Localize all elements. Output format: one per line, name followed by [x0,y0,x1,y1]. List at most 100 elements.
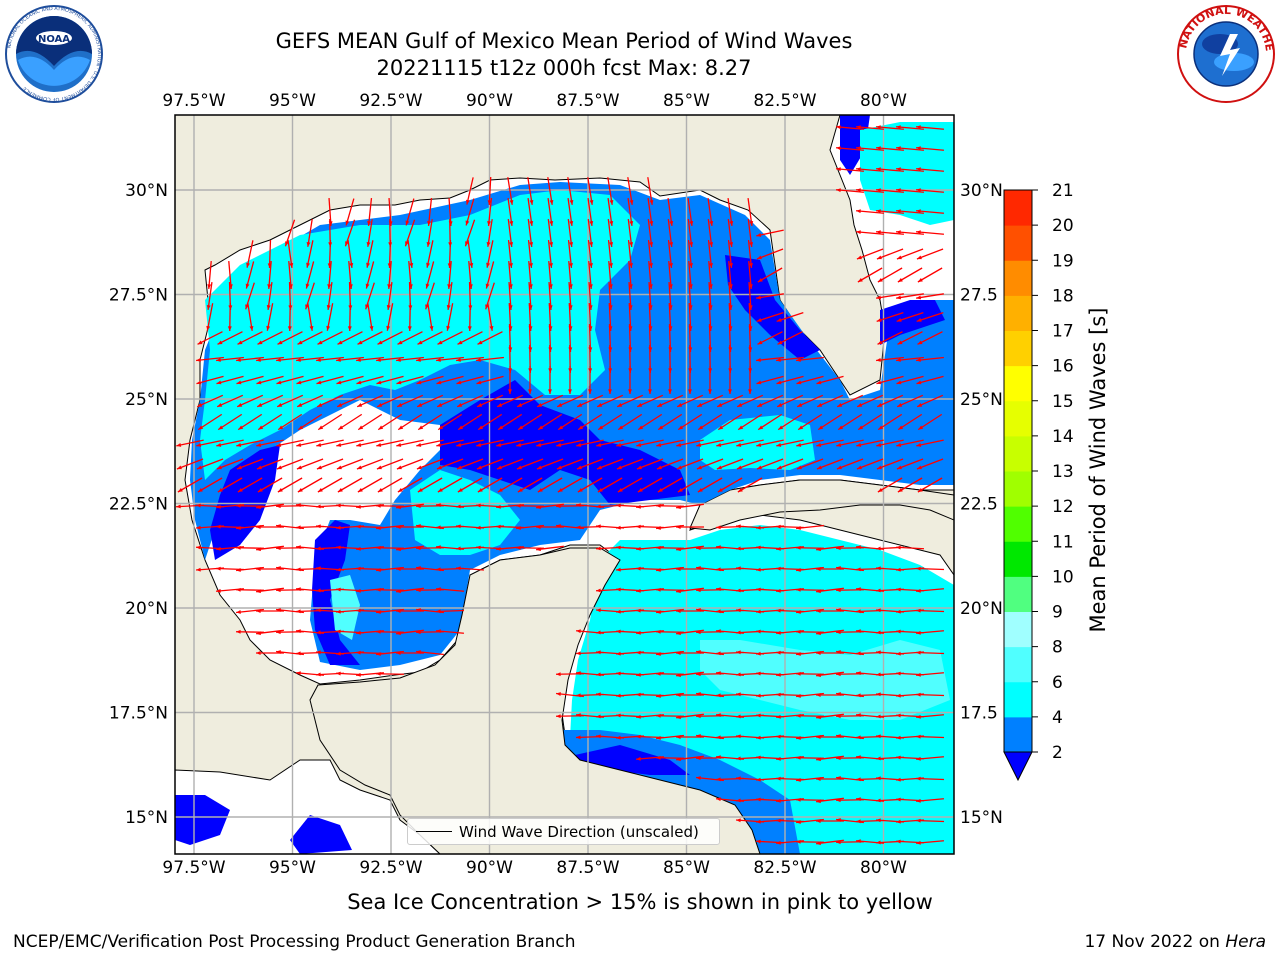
wind-wave-arrowhead [316,546,321,551]
lon-tick-label-top: 97.5°W [162,91,225,111]
lon-tick-label-top: 85°W [663,91,710,111]
wind-wave-arrowhead [816,609,821,613]
wind-wave-arrowhead [916,818,921,823]
wind-wave-arrow [857,413,883,431]
wind-wave-arrowhead [397,403,403,407]
lon-tick-label-top: 87.5°W [556,91,619,111]
wind-wave-arrowhead [256,505,261,510]
wind-wave-arrowhead [246,262,250,268]
wind-wave-arrow [895,546,925,550]
wind-wave-arrowhead [589,221,594,226]
wind-wave-arrowhead [776,734,781,739]
wind-wave-arrow [356,439,384,447]
colorbar-tick-label: 13 [1052,462,1074,482]
wind-wave-arrowhead [676,505,681,510]
wind-wave-arrowhead [426,262,430,268]
wind-wave-arrow [208,260,212,290]
wind-wave-arrowhead [596,608,601,613]
wind-wave-arrowhead [776,840,781,845]
wind-wave-arrowhead [717,488,723,492]
wind-wave-arrowhead [836,465,842,470]
wind-wave-arrow [796,439,824,447]
wind-wave-arrow [896,312,924,322]
wind-wave-arrowhead [896,777,901,782]
wind-wave-arrow [408,260,412,290]
wind-wave-arrowhead [796,568,801,572]
wind-wave-arrow [707,198,713,226]
wind-wave-arrow [916,458,944,470]
wind-wave-arrow [648,281,652,311]
wind-wave-arrowhead [596,504,601,509]
colorbar-segment [1004,611,1032,648]
wind-wave-arrow [376,375,404,385]
map-title: GEFS MEAN Gulf of Mexico Mean Period of … [275,29,853,53]
wind-wave-arrowhead [216,380,222,385]
wind-wave-arrow [737,413,763,431]
wind-wave-arrowhead [636,714,641,719]
wind-wave-arrowhead [676,715,681,720]
lon-tick-label-bottom: 87.5°W [556,858,619,878]
wind-wave-arrow [917,413,943,431]
wind-wave-arrowhead [796,820,801,824]
colorbar-tick-label: 2 [1052,743,1063,763]
wind-wave-arrowhead [206,325,211,331]
wind-wave-arrowhead [896,255,902,260]
wind-wave-arrowhead [577,403,583,407]
wind-wave-arrow [895,147,925,151]
wind-wave-arrow [416,356,444,362]
wind-wave-arrowhead [736,465,742,470]
wind-wave-arrowhead [628,389,632,394]
wind-wave-arrowhead [776,465,782,470]
wind-wave-arrowhead [529,242,534,247]
wind-wave-arrow [896,293,924,299]
wind-wave-arrow [548,260,552,290]
wind-wave-arrowhead [537,403,543,407]
wind-wave-arrowhead [197,488,203,492]
wind-wave-arrow [457,331,483,345]
wind-wave-arrow [748,302,752,332]
wind-wave-arrowhead [296,629,301,634]
wind-wave-arrow [437,331,463,345]
wind-wave-arrow [425,261,435,289]
wind-wave-arrow [736,458,764,470]
wind-wave-arrowhead [856,443,862,447]
wind-wave-arrowhead [816,465,822,470]
colorbar-tick-label: 11 [1052,532,1074,552]
wind-wave-arrow [628,260,632,290]
wind-wave-arrowhead [216,524,221,529]
wind-wave-arrowhead [276,465,282,470]
wind-wave-arrow [757,413,783,431]
wind-wave-arrowhead [237,340,243,345]
wind-wave-arrow [857,267,883,283]
wind-wave-arrow [207,282,213,310]
wind-wave-arrow [464,219,476,247]
colorbar-segment [1004,295,1032,331]
wind-wave-arrowhead [776,672,781,677]
colorbar-segment [1004,716,1032,753]
wind-wave-arrowhead [616,443,622,447]
wind-wave-arrow [367,303,373,331]
wind-wave-arrowhead [528,389,532,394]
wind-wave-arrowhead [616,545,621,550]
wind-wave-arrowhead [896,629,901,634]
wind-wave-arrowhead [456,380,462,385]
wind-wave-arrow [507,198,513,226]
wind-wave-arrow [777,413,803,431]
wind-wave-arrowhead [716,465,722,470]
wind-wave-arrowhead [816,443,822,447]
wind-wave-arrowhead [569,263,573,268]
wind-wave-arrow [277,413,303,431]
wind-wave-arrowhead [677,403,683,407]
wind-wave-arrowhead [176,443,182,447]
wind-wave-arrowhead [777,403,783,407]
wind-wave-arrowhead [446,305,451,310]
wind-wave-arrow [707,240,713,268]
wind-wave-arrowhead [256,567,261,571]
wind-wave-arrow [676,439,704,447]
wind-wave-arrow [657,413,683,431]
wind-wave-arrow [477,477,503,493]
wind-wave-arrowhead [436,587,441,592]
wind-wave-arrowhead [297,340,303,345]
wind-wave-arrow [436,356,464,362]
wind-wave-arrowhead [227,326,232,331]
